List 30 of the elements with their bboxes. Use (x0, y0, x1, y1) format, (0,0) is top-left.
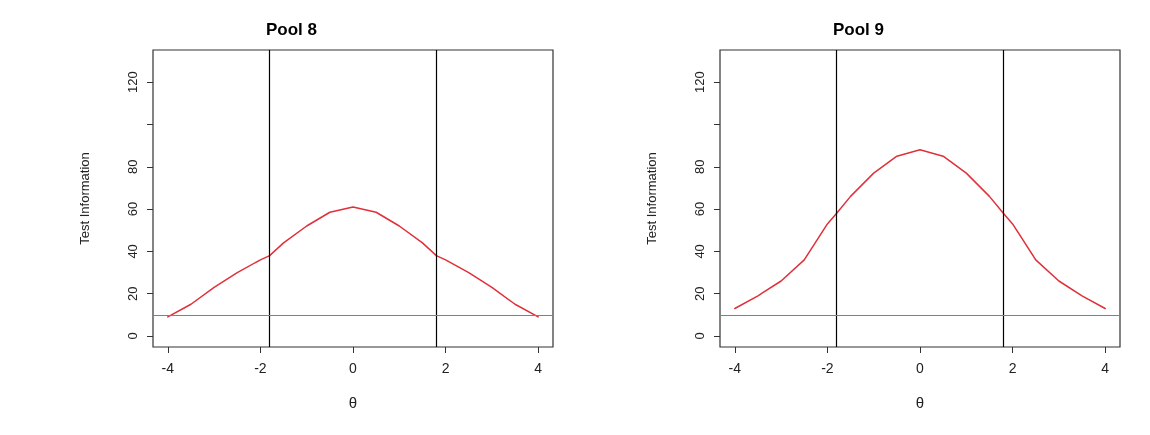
x-tick-label: 2 (441, 360, 450, 376)
y-axis-title: Test Information (77, 152, 92, 245)
line-series (734, 149, 1106, 310)
x-tick-label: 4 (534, 360, 543, 376)
x-tick-label: -4 (161, 360, 175, 376)
x-tick-label: -2 (254, 360, 267, 376)
x-tick-label: -4 (728, 360, 742, 376)
x-tick-label: -2 (821, 360, 834, 376)
line-series (167, 206, 539, 318)
y-tick-label: 80 (692, 159, 707, 174)
y-tick-label: 120 (692, 71, 707, 94)
y-tick-label: 40 (692, 244, 707, 259)
chart-title: Pool 8 (265, 20, 318, 39)
x-tick-label: 0 (916, 360, 925, 376)
y-tick-label: 0 (125, 332, 140, 340)
y-tick-label: 20 (692, 286, 707, 301)
y-tick-label: 20 (125, 286, 140, 301)
x-tick-label: 2 (1008, 360, 1017, 376)
y-tick-label: 120 (125, 71, 140, 94)
y-tick-label: 60 (692, 201, 707, 217)
y-axis-title: Test Information (644, 152, 659, 245)
x-axis-title: θ (348, 394, 358, 411)
x-axis-title: θ (915, 394, 925, 411)
x-tick-label: 0 (349, 360, 358, 376)
y-tick-label: 0 (692, 332, 707, 340)
x-tick-label: 4 (1101, 360, 1110, 376)
y-tick-label: 40 (125, 244, 140, 259)
y-tick-label: 80 (125, 159, 140, 174)
chart-title: Pool 9 (832, 20, 885, 39)
y-tick-label: 60 (125, 201, 140, 217)
